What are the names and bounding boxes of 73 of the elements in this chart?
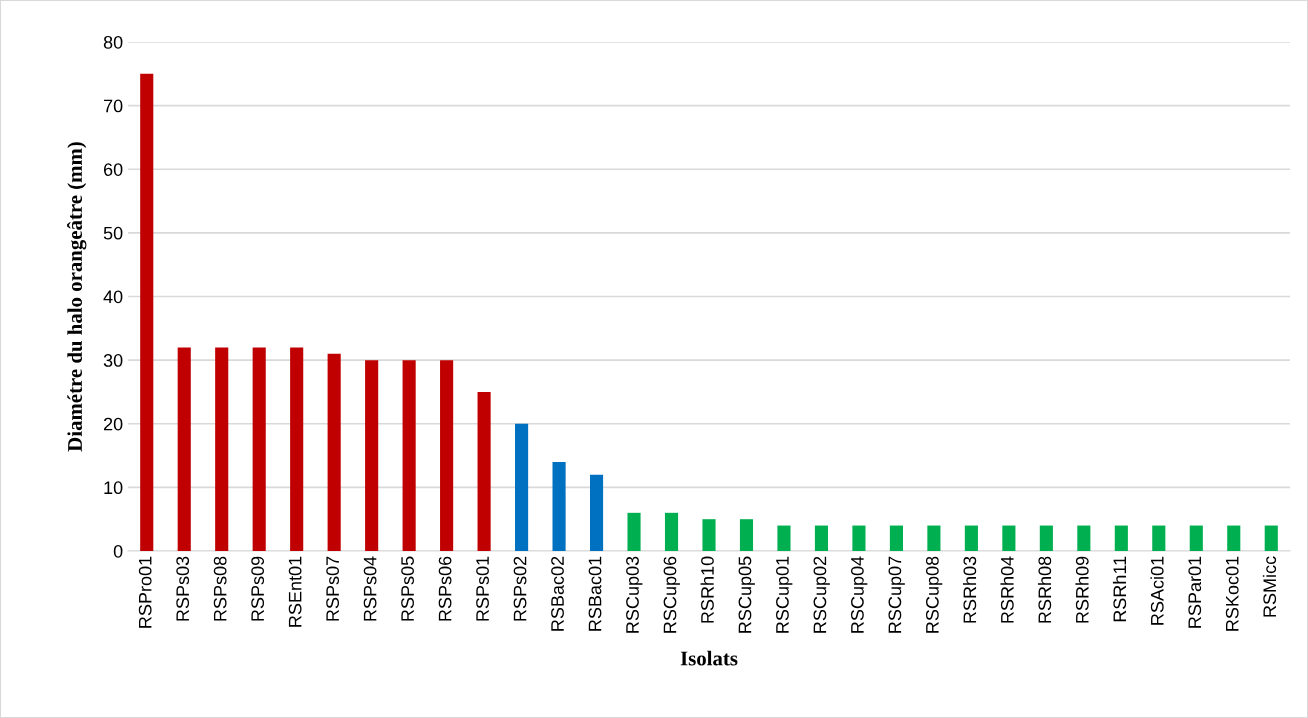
bar (440, 360, 454, 551)
x-tick-label: RSPs06 (438, 556, 452, 621)
x-tick-label: RSCup07 (888, 556, 905, 633)
x-tick-label: RSRh04 (1000, 556, 1014, 623)
x-tick-label: RSRh08 (1037, 556, 1052, 623)
x-tick-label: RSCup04 (851, 556, 868, 633)
bar (664, 512, 679, 551)
bar (589, 474, 604, 551)
y-tick-label: 0 (113, 544, 123, 558)
x-tick-label: RSCup01 (776, 556, 793, 633)
x-tick-label: RSPs01 (476, 556, 489, 621)
bar (1227, 525, 1241, 551)
bar (402, 360, 416, 551)
bar (1264, 525, 1278, 551)
x-tick-label: RSAci01 (1150, 556, 1164, 625)
x-tick-label: RSRh10 (700, 556, 714, 623)
bar (1077, 525, 1091, 551)
bar (814, 525, 829, 551)
bar (290, 347, 304, 551)
y-tick-label: 60 (103, 163, 123, 176)
bar (927, 525, 941, 551)
bar (1189, 525, 1203, 551)
x-tick-label: RSBac02 (551, 556, 564, 631)
x-tick-label: RSPro01 (138, 556, 152, 628)
y-tick-label: 20 (103, 417, 123, 431)
x-tick-label: RSPar01 (1188, 556, 1202, 628)
x-tick-label: RSPs03 (176, 556, 190, 621)
bar (964, 525, 978, 551)
bar (1039, 525, 1053, 551)
x-tick-label: RSEnt01 (288, 556, 302, 627)
bar (1114, 525, 1128, 551)
bar (889, 525, 903, 551)
x-axis-title: Isolats (680, 650, 738, 666)
y-tick-label: 30 (103, 354, 123, 367)
x-tick-label: RSKoc01 (1225, 556, 1239, 631)
bar (777, 525, 791, 551)
bar (140, 73, 154, 551)
x-tick-label: RSCup06 (663, 556, 680, 633)
bar (177, 347, 191, 551)
bar (1002, 525, 1016, 551)
bar (477, 391, 491, 551)
x-tick-label: RSCup02 (813, 556, 830, 633)
x-tick-label: RSCup03 (626, 556, 643, 633)
y-tick-label: 40 (103, 290, 123, 304)
bar (739, 519, 754, 551)
bar (552, 461, 566, 551)
x-tick-label: RSRh09 (1075, 556, 1089, 623)
bar (327, 353, 341, 551)
bar (702, 519, 716, 551)
y-tick-label: 80 (103, 35, 123, 49)
x-tick-label: RSPs09 (251, 556, 265, 621)
bar (215, 347, 229, 551)
bar (252, 347, 266, 551)
x-tick-label: RSCup05 (738, 556, 755, 633)
y-tick-label: 10 (104, 481, 123, 495)
x-tick-label: RSCup08 (925, 556, 943, 633)
bar (515, 423, 529, 551)
y-tick-label: 50 (103, 226, 123, 240)
x-tick-label: RSPs08 (213, 556, 227, 621)
x-tick-label: RSPs02 (513, 556, 527, 621)
bar (365, 360, 379, 551)
x-tick-label: RSPs07 (326, 556, 340, 621)
x-tick-label: RSRh03 (962, 556, 977, 623)
x-tick-label: RSBac01 (588, 556, 602, 631)
y-axis-title: Diamétre du halo orangeâtre (mm) (67, 142, 87, 452)
x-tick-label: RSRh11 (1112, 556, 1127, 622)
x-tick-label: RSPs05 (401, 556, 414, 621)
x-tick-label: RSPs04 (363, 556, 377, 621)
bar (627, 512, 641, 551)
y-tick-label: 70 (103, 99, 123, 113)
x-tick-label: RSMicc (1262, 556, 1277, 617)
bar (852, 525, 866, 551)
bar (1152, 525, 1166, 551)
